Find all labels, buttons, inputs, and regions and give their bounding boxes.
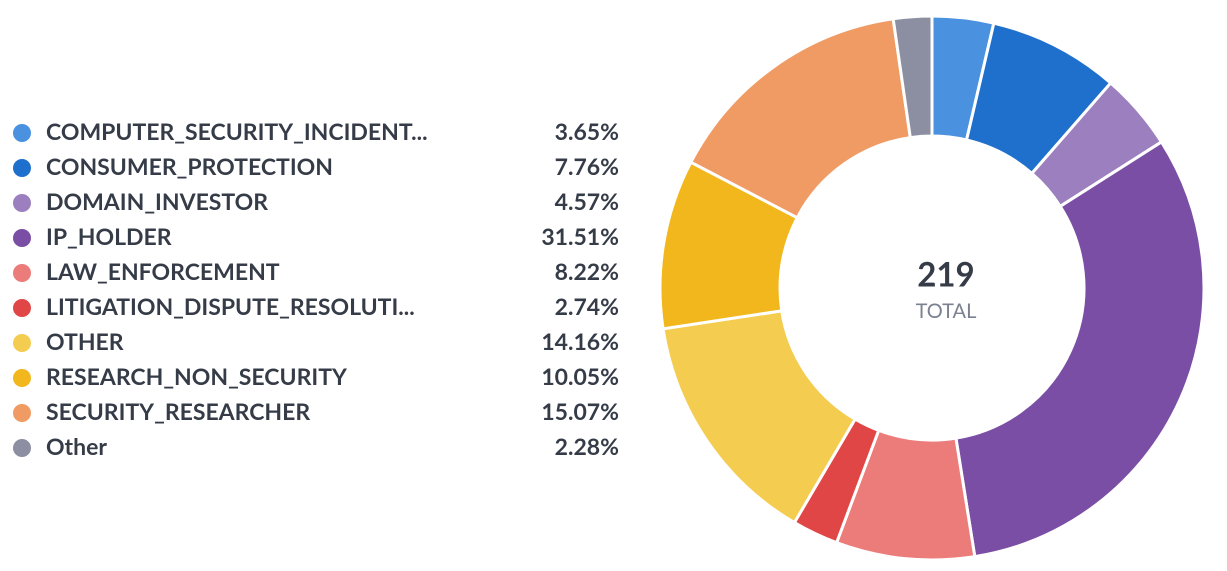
legend-marker [13, 229, 31, 247]
legend-value: 14.16% [541, 327, 619, 355]
legend-marker [13, 369, 31, 387]
legend-value: 10.05% [541, 362, 619, 390]
legend-label: Other [46, 432, 107, 460]
legend-value: 2.28% [555, 432, 619, 460]
legend-label: COMPUTER_SECURITY_INCIDENT... [46, 117, 428, 145]
legend-label: CONSUMER_PROTECTION [46, 152, 333, 180]
legend-marker [13, 334, 31, 352]
legend-label: DOMAIN_INVESTOR [46, 187, 268, 215]
legend-label: OTHER [46, 327, 124, 355]
legend-label: LITIGATION_DISPUTE_RESOLUTI... [46, 292, 415, 320]
slice [954, 139, 1206, 559]
legend-marker [13, 159, 31, 177]
legend-marker [13, 299, 31, 317]
legend-marker [13, 264, 31, 282]
legend-value: 8.22% [555, 257, 619, 285]
legend-label: SECURITY_RESEARCHER [46, 397, 310, 425]
legend-value: 7.76% [555, 152, 619, 180]
legend-value: 4.57% [555, 187, 619, 215]
legend-label: LAW_ENFORCEMENT [46, 257, 280, 285]
legend-value: 3.65% [555, 117, 619, 145]
legend-label: IP_HOLDER [46, 222, 172, 250]
legend-value: 2.74% [555, 292, 619, 320]
legend-marker [13, 124, 31, 142]
legend-value: 15.07% [541, 397, 619, 425]
legend-marker [13, 194, 31, 212]
total-value: 219 [917, 254, 974, 294]
legend-label: RESEARCH_NON_SECURITY [46, 362, 348, 390]
slice [891, 14, 934, 140]
legend-value: 31.51% [541, 222, 619, 250]
legend-marker [13, 439, 31, 457]
total-label: TOTAL [916, 299, 977, 323]
legend-marker [13, 404, 31, 422]
